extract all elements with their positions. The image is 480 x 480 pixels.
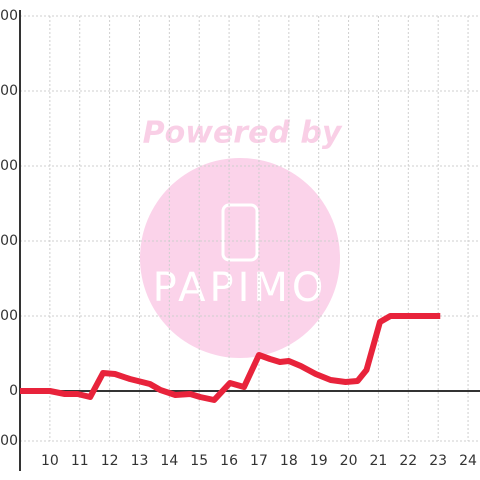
watermark-text: Powered by <box>143 116 343 151</box>
y-tick-label: 60,000 <box>0 233 18 249</box>
x-tick-label: 16 <box>220 453 238 469</box>
x-tick-label: 12 <box>101 453 119 469</box>
x-tick-label: 23 <box>429 453 447 469</box>
x-tick-label: 21 <box>370 453 388 469</box>
y-tick-label: 30,000 <box>0 308 18 324</box>
x-tick-label: 13 <box>131 453 149 469</box>
x-tick-label: 19 <box>310 453 328 469</box>
x-tick-label: 20 <box>340 453 358 469</box>
x-tick-label: 14 <box>160 453 178 469</box>
x-tick-label: 10 <box>41 453 59 469</box>
watermark-circle <box>140 158 340 358</box>
data-line <box>20 313 441 403</box>
x-tick-label: 11 <box>71 453 89 469</box>
x-tick-label: 15 <box>190 453 208 469</box>
watermark-icon <box>221 203 259 262</box>
y-tick-label: 90,000 <box>0 158 18 174</box>
x-tick-label: 17 <box>250 453 268 469</box>
x-tick-label: 22 <box>399 453 417 469</box>
y-tick-label: 150,000 <box>0 8 18 24</box>
y-tick-label: -20,000 <box>0 433 18 449</box>
x-tick-label: 18 <box>280 453 298 469</box>
x-tick-label: 24 <box>459 453 477 469</box>
watermark-logo: PAPIMO <box>153 265 328 311</box>
y-tick-label: 0 <box>9 383 18 399</box>
y-tick-label: 120,000 <box>0 83 18 99</box>
